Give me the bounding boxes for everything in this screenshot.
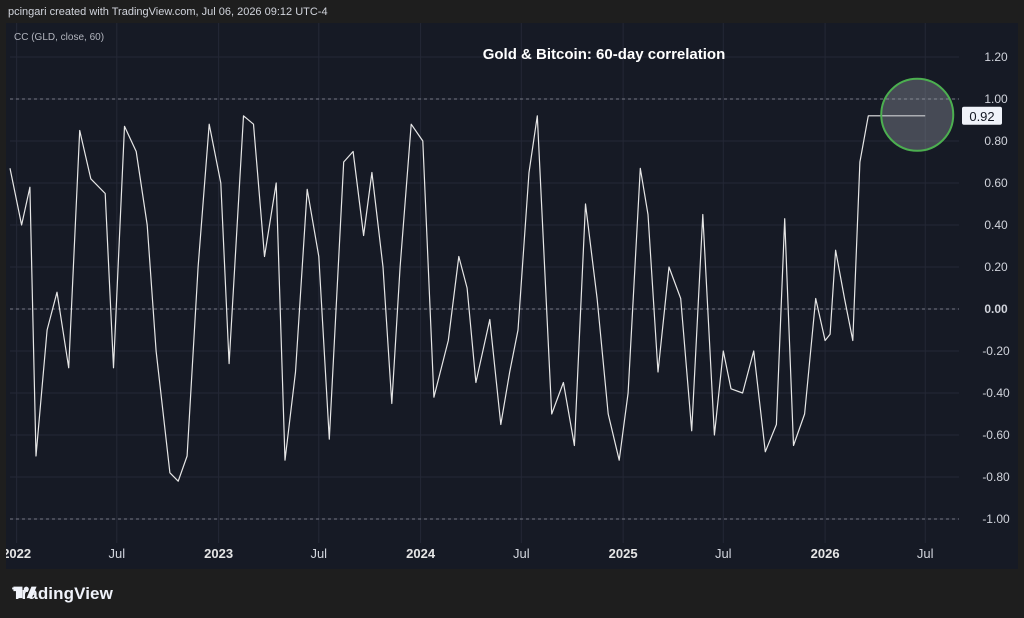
y-tick-label: -0.40 [982,386,1010,400]
x-tick-label: 2023 [204,546,233,561]
reference-lines [10,98,959,520]
chart-title: Gold & Bitcoin: 60-day correlation [483,46,726,63]
indicator-label: CC (GLD, close, 60) [14,32,104,43]
x-tick-label: Jul [917,546,934,561]
series-line [9,115,926,482]
chart-credit: pcingari created with TradingView.com, J… [8,6,328,18]
y-tick-label: -0.80 [982,470,1010,484]
y-tick-label: -0.20 [982,344,1010,358]
last-value-label: 0.92 [969,109,994,124]
x-tick-label: 2025 [609,546,638,561]
chart-panel[interactable]: 1.20 1.00 0.80 0.60 0.40 0.20 0.00 -0.20 -0.40 -0… [6,23,1018,569]
y-tick-label: 0.40 [984,218,1008,232]
y-tick-label: 1.00 [984,92,1008,106]
y-axis: 1.20 1.00 0.80 0.60 0.40 0.20 0.00 -0.20 -0.40 -0… [982,50,1010,526]
footer: TradingView [12,584,113,604]
last-value-badge: 0.92 [962,106,1002,125]
grid-lines [10,23,959,543]
x-tick-label: 2024 [406,546,436,561]
x-tick-label: 2026 [811,546,840,561]
y-tick-label: 0.00 [984,302,1008,316]
tradingview-logo-icon [13,586,37,599]
y-tick-label: -0.60 [982,428,1010,442]
x-tick-label: Jul [715,546,732,561]
highlight-circle [880,77,955,152]
x-tick-label: 2022 [6,546,31,561]
y-tick-label: 0.80 [984,134,1008,148]
y-tick-label: 1.20 [984,50,1008,64]
x-tick-label: Jul [513,546,530,561]
y-tick-label: 0.20 [984,260,1008,274]
brand-name: TradingView [12,584,113,603]
correlation-chart[interactable]: 1.20 1.00 0.80 0.60 0.40 0.20 0.00 -0.20 -0.40 -0… [6,23,1018,569]
x-tick-label: Jul [310,546,327,561]
x-tick-label: Jul [108,546,125,561]
x-axis: 2022 Jul 2023 Jul 2024 Jul 2025 Jul 2026 Jul [6,546,934,561]
y-tick-label: -1.00 [982,512,1010,526]
y-tick-label: 0.60 [984,176,1008,190]
